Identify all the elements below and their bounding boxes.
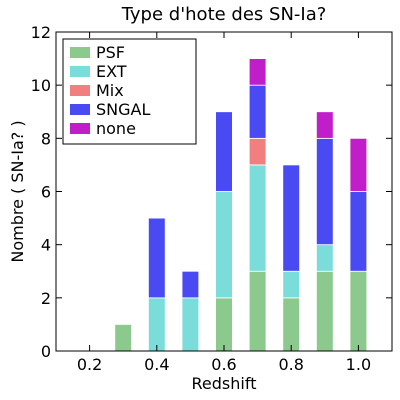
x-axis-label: Redshift: [192, 374, 257, 393]
bar-ext-6: [315, 244, 334, 272]
ticks-layer: 0.2 0.4 0.6 0.8 1.0 0 2 4 6 8 10 12: [31, 23, 392, 374]
bar-sngal-3: [215, 111, 233, 192]
bar-none-4: [248, 58, 267, 86]
bar-sngal-7: [349, 191, 368, 272]
bar-sngal-1: [147, 217, 166, 299]
bar-ext-4: [248, 164, 267, 272]
bar-psf-0: [114, 324, 133, 352]
legend-swatch-ext: [70, 66, 90, 77]
legend-label-ext: EXT: [96, 62, 127, 81]
bar-psf-7: [349, 270, 368, 352]
bar-ext-5: [282, 270, 300, 299]
bar-mix-4: [248, 137, 267, 166]
x-tick-label: 0.4: [144, 355, 169, 374]
legend-swatch-psf: [70, 47, 90, 58]
y-axis-label: Nombre ( SN-Ia? ): [8, 120, 27, 262]
y-tick-label: 6: [41, 183, 51, 202]
legend-swatch-none: [70, 123, 90, 134]
bar-ext-1: [147, 297, 166, 352]
y-tick-label: 8: [41, 129, 51, 148]
x-tick-label: 0.6: [211, 355, 236, 374]
legend-label-mix: Mix: [96, 81, 124, 100]
bar-ext-2: [181, 297, 200, 352]
bar-psf-3: [215, 297, 233, 352]
bar-psf-4: [248, 270, 267, 352]
x-tick-label: 0.2: [77, 355, 102, 374]
y-tick-label: 4: [41, 236, 51, 255]
y-tick-label: 12: [31, 23, 51, 42]
bar-sngal-2: [181, 270, 200, 299]
bar-psf-6: [315, 270, 334, 352]
bar-ext-3: [215, 191, 233, 299]
legend-swatch-mix: [70, 85, 90, 96]
x-tick-label: 0.8: [278, 355, 303, 374]
legend-label-none: none: [96, 119, 136, 138]
chart-title: Type d'hote des SN-Ia?: [121, 4, 327, 25]
y-tick-label: 2: [41, 289, 51, 308]
bars-layer: [114, 58, 368, 352]
bar-psf-5: [282, 297, 300, 352]
legend-swatch-sngal: [70, 104, 90, 115]
y-tick-label: 0: [41, 342, 51, 361]
bar-sngal-4: [248, 84, 267, 139]
bar-none-6: [315, 111, 334, 139]
legend-label-sngal: SNGAL: [96, 100, 150, 119]
bar-sngal-6: [315, 137, 334, 246]
bar-sngal-5: [282, 164, 300, 272]
legend-label-psf: PSF: [96, 43, 125, 62]
bar-none-7: [349, 137, 368, 192]
x-tick-label: 1.0: [346, 355, 371, 374]
y-tick-label: 10: [31, 76, 51, 95]
